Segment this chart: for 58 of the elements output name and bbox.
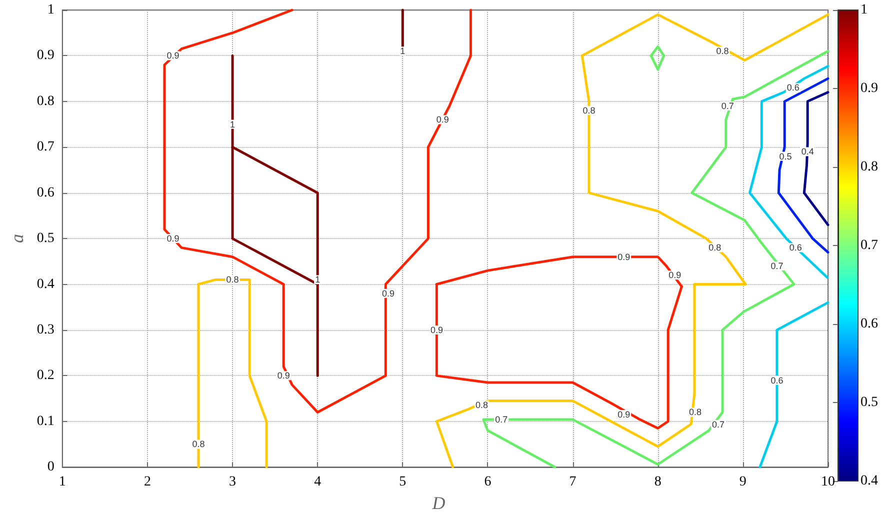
x-tick-label: 2 [144, 474, 151, 490]
annotation: 0.8 [192, 439, 205, 450]
color-bar-label: 0.8 [860, 160, 878, 174]
x-tick-label: 6 [484, 474, 492, 490]
annotation: 0.6 [789, 242, 802, 253]
x-tick-label: 10 [821, 474, 835, 490]
annotation: 0.6 [770, 375, 784, 386]
y-tick-label: 0.3 [36, 322, 54, 338]
x-tick-label: 8 [654, 474, 662, 490]
annotation: 0.7 [712, 420, 725, 430]
annotation: 0.9 [618, 252, 630, 262]
annotation: 0.9 [277, 370, 290, 381]
annotation: 1 [315, 274, 320, 285]
y-axis-title: a [7, 234, 27, 244]
annotation: 0.9 [430, 324, 443, 335]
x-tick-label: 4 [314, 474, 322, 490]
annotation: 1 [230, 119, 236, 130]
color-bar-label: 0.9 [860, 81, 878, 96]
color-bar-label: 0.5 [860, 395, 878, 410]
x-tick-label: 1 [58, 474, 66, 490]
y-tick-label: 0.7 [36, 140, 54, 155]
annotation: 0.9 [668, 270, 682, 280]
annotation: 0.8 [476, 400, 488, 410]
x-axis-title: D [431, 493, 446, 513]
x-tick-label: 5 [399, 474, 406, 490]
color-bar-label: 0.4 [860, 474, 878, 488]
annotation: 0.7 [495, 414, 508, 425]
y-tick-label: 0.4 [36, 276, 54, 292]
annotation: 0.9 [166, 50, 180, 61]
y-tick-label: 1 [47, 2, 54, 18]
y-tick-label: 0.9 [36, 48, 54, 64]
x-tick-label: 3 [229, 474, 236, 490]
annotation: 0.8 [716, 46, 729, 56]
color-bar-label: 0.7 [860, 238, 878, 253]
y-tick-label: 0.6 [36, 185, 54, 200]
annotation: 0.7 [721, 100, 734, 111]
y-tick-label: 0.5 [36, 231, 54, 246]
annotation: 0.7 [770, 260, 784, 271]
annotation: 0.9 [166, 234, 180, 244]
annotation: 0.9 [618, 410, 630, 420]
color-bar-label: 1 [860, 2, 868, 18]
annotation: 1 [400, 46, 406, 56]
annotation: 0.8 [689, 407, 702, 418]
y-tick-label: 0.1 [36, 414, 54, 429]
annotation: 0.6 [786, 82, 800, 93]
annotation: 0.9 [382, 288, 394, 298]
y-tick-label: 0 [47, 460, 54, 475]
annotation: 0.4 [801, 146, 814, 157]
x-tick-label: 7 [569, 474, 576, 490]
annotation: 0.8 [582, 106, 596, 116]
color-bar-label: 0.6 [860, 316, 878, 332]
y-tick-label: 0.8 [36, 94, 54, 109]
annotation: 0.8 [226, 274, 239, 285]
annotation: 0.8 [708, 242, 722, 253]
x-tick-label: 9 [739, 474, 746, 490]
annotation: 0.5 [779, 151, 792, 162]
annotation: 0.9 [436, 114, 449, 125]
y-tick-label: 0.2 [36, 368, 54, 384]
